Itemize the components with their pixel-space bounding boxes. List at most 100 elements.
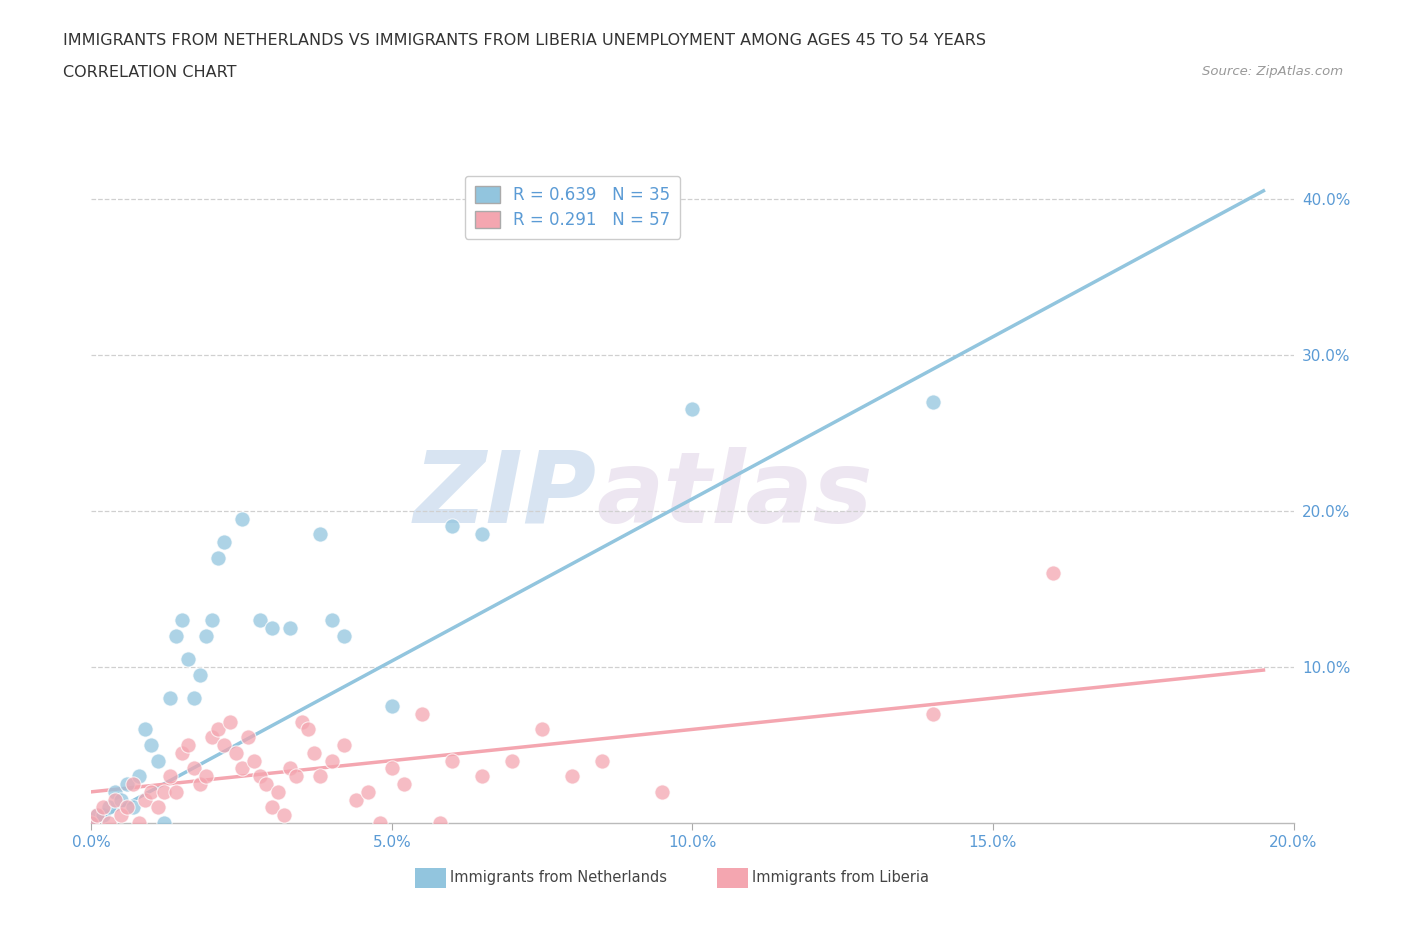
Point [122, 777, 145, 791]
Point [531, 722, 554, 737]
Point [297, 722, 319, 737]
Point [218, 714, 240, 729]
Point [302, 745, 325, 760]
Text: Immigrants from Netherlands: Immigrants from Netherlands [450, 870, 666, 885]
Text: ZIP: ZIP [413, 446, 596, 544]
Point [80, 816, 103, 830]
Point [561, 769, 583, 784]
Point [86, 808, 108, 823]
Point [501, 753, 523, 768]
Point [146, 753, 169, 768]
Point [922, 394, 945, 409]
Point [333, 629, 356, 644]
Point [141, 737, 163, 752]
Point [104, 784, 127, 799]
Point [141, 784, 163, 799]
Point [333, 737, 356, 752]
Point [291, 714, 314, 729]
Point [188, 668, 211, 683]
Point [93, 808, 115, 823]
Point [260, 800, 283, 815]
Point [308, 769, 330, 784]
Point [104, 792, 127, 807]
Point [681, 402, 703, 417]
Point [152, 816, 174, 830]
Point [471, 769, 494, 784]
Point [321, 613, 343, 628]
Legend: R = 0.639   N = 35, R = 0.291   N = 57: R = 0.639 N = 35, R = 0.291 N = 57 [464, 176, 681, 239]
Point [194, 629, 217, 644]
Point [440, 753, 463, 768]
Point [110, 808, 132, 823]
Point [254, 777, 277, 791]
Point [212, 737, 235, 752]
Point [1042, 565, 1064, 580]
Point [284, 769, 307, 784]
Point [194, 769, 217, 784]
Text: CORRELATION CHART: CORRELATION CHART [63, 65, 236, 80]
Point [183, 691, 205, 706]
Point [236, 730, 259, 745]
Text: Source: ZipAtlas.com: Source: ZipAtlas.com [1202, 65, 1343, 78]
Point [411, 707, 433, 722]
Point [249, 769, 271, 784]
Point [231, 761, 253, 776]
Point [117, 777, 139, 791]
Point [176, 737, 198, 752]
Point [110, 792, 132, 807]
Point [321, 753, 343, 768]
Point [117, 800, 139, 815]
Point [146, 800, 169, 815]
Point [357, 784, 380, 799]
Point [440, 519, 463, 534]
Point [183, 761, 205, 776]
Point [225, 745, 247, 760]
Point [212, 535, 235, 550]
Point [429, 816, 451, 830]
Point [98, 800, 121, 815]
Point [134, 792, 156, 807]
Point [159, 769, 181, 784]
Point [260, 620, 283, 635]
Point [93, 800, 115, 815]
Point [381, 761, 404, 776]
Point [231, 512, 253, 526]
Point [249, 613, 271, 628]
Point [188, 777, 211, 791]
Text: IMMIGRANTS FROM NETHERLANDS VS IMMIGRANTS FROM LIBERIA UNEMPLOYMENT AMONG AGES 4: IMMIGRANTS FROM NETHERLANDS VS IMMIGRANT… [63, 33, 986, 47]
Point [308, 526, 330, 541]
Point [591, 753, 613, 768]
Point [128, 769, 150, 784]
Point [165, 784, 187, 799]
Point [922, 707, 945, 722]
Point [381, 698, 404, 713]
Point [267, 784, 290, 799]
Point [122, 800, 145, 815]
Point [80, 816, 103, 830]
Point [165, 629, 187, 644]
Point [170, 613, 193, 628]
Point [134, 722, 156, 737]
Point [159, 691, 181, 706]
Point [207, 551, 229, 565]
Text: Immigrants from Liberia: Immigrants from Liberia [752, 870, 929, 885]
Point [170, 745, 193, 760]
Point [207, 722, 229, 737]
Point [278, 620, 301, 635]
Text: atlas: atlas [596, 446, 873, 544]
Point [273, 808, 295, 823]
Point [176, 652, 198, 667]
Point [471, 526, 494, 541]
Point [242, 753, 264, 768]
Point [98, 816, 121, 830]
Point [368, 816, 391, 830]
Point [128, 816, 150, 830]
Point [152, 784, 174, 799]
Point [201, 613, 224, 628]
Point [344, 792, 367, 807]
Point [392, 777, 415, 791]
Point [86, 808, 108, 823]
Point [651, 784, 673, 799]
Point [278, 761, 301, 776]
Point [201, 730, 224, 745]
